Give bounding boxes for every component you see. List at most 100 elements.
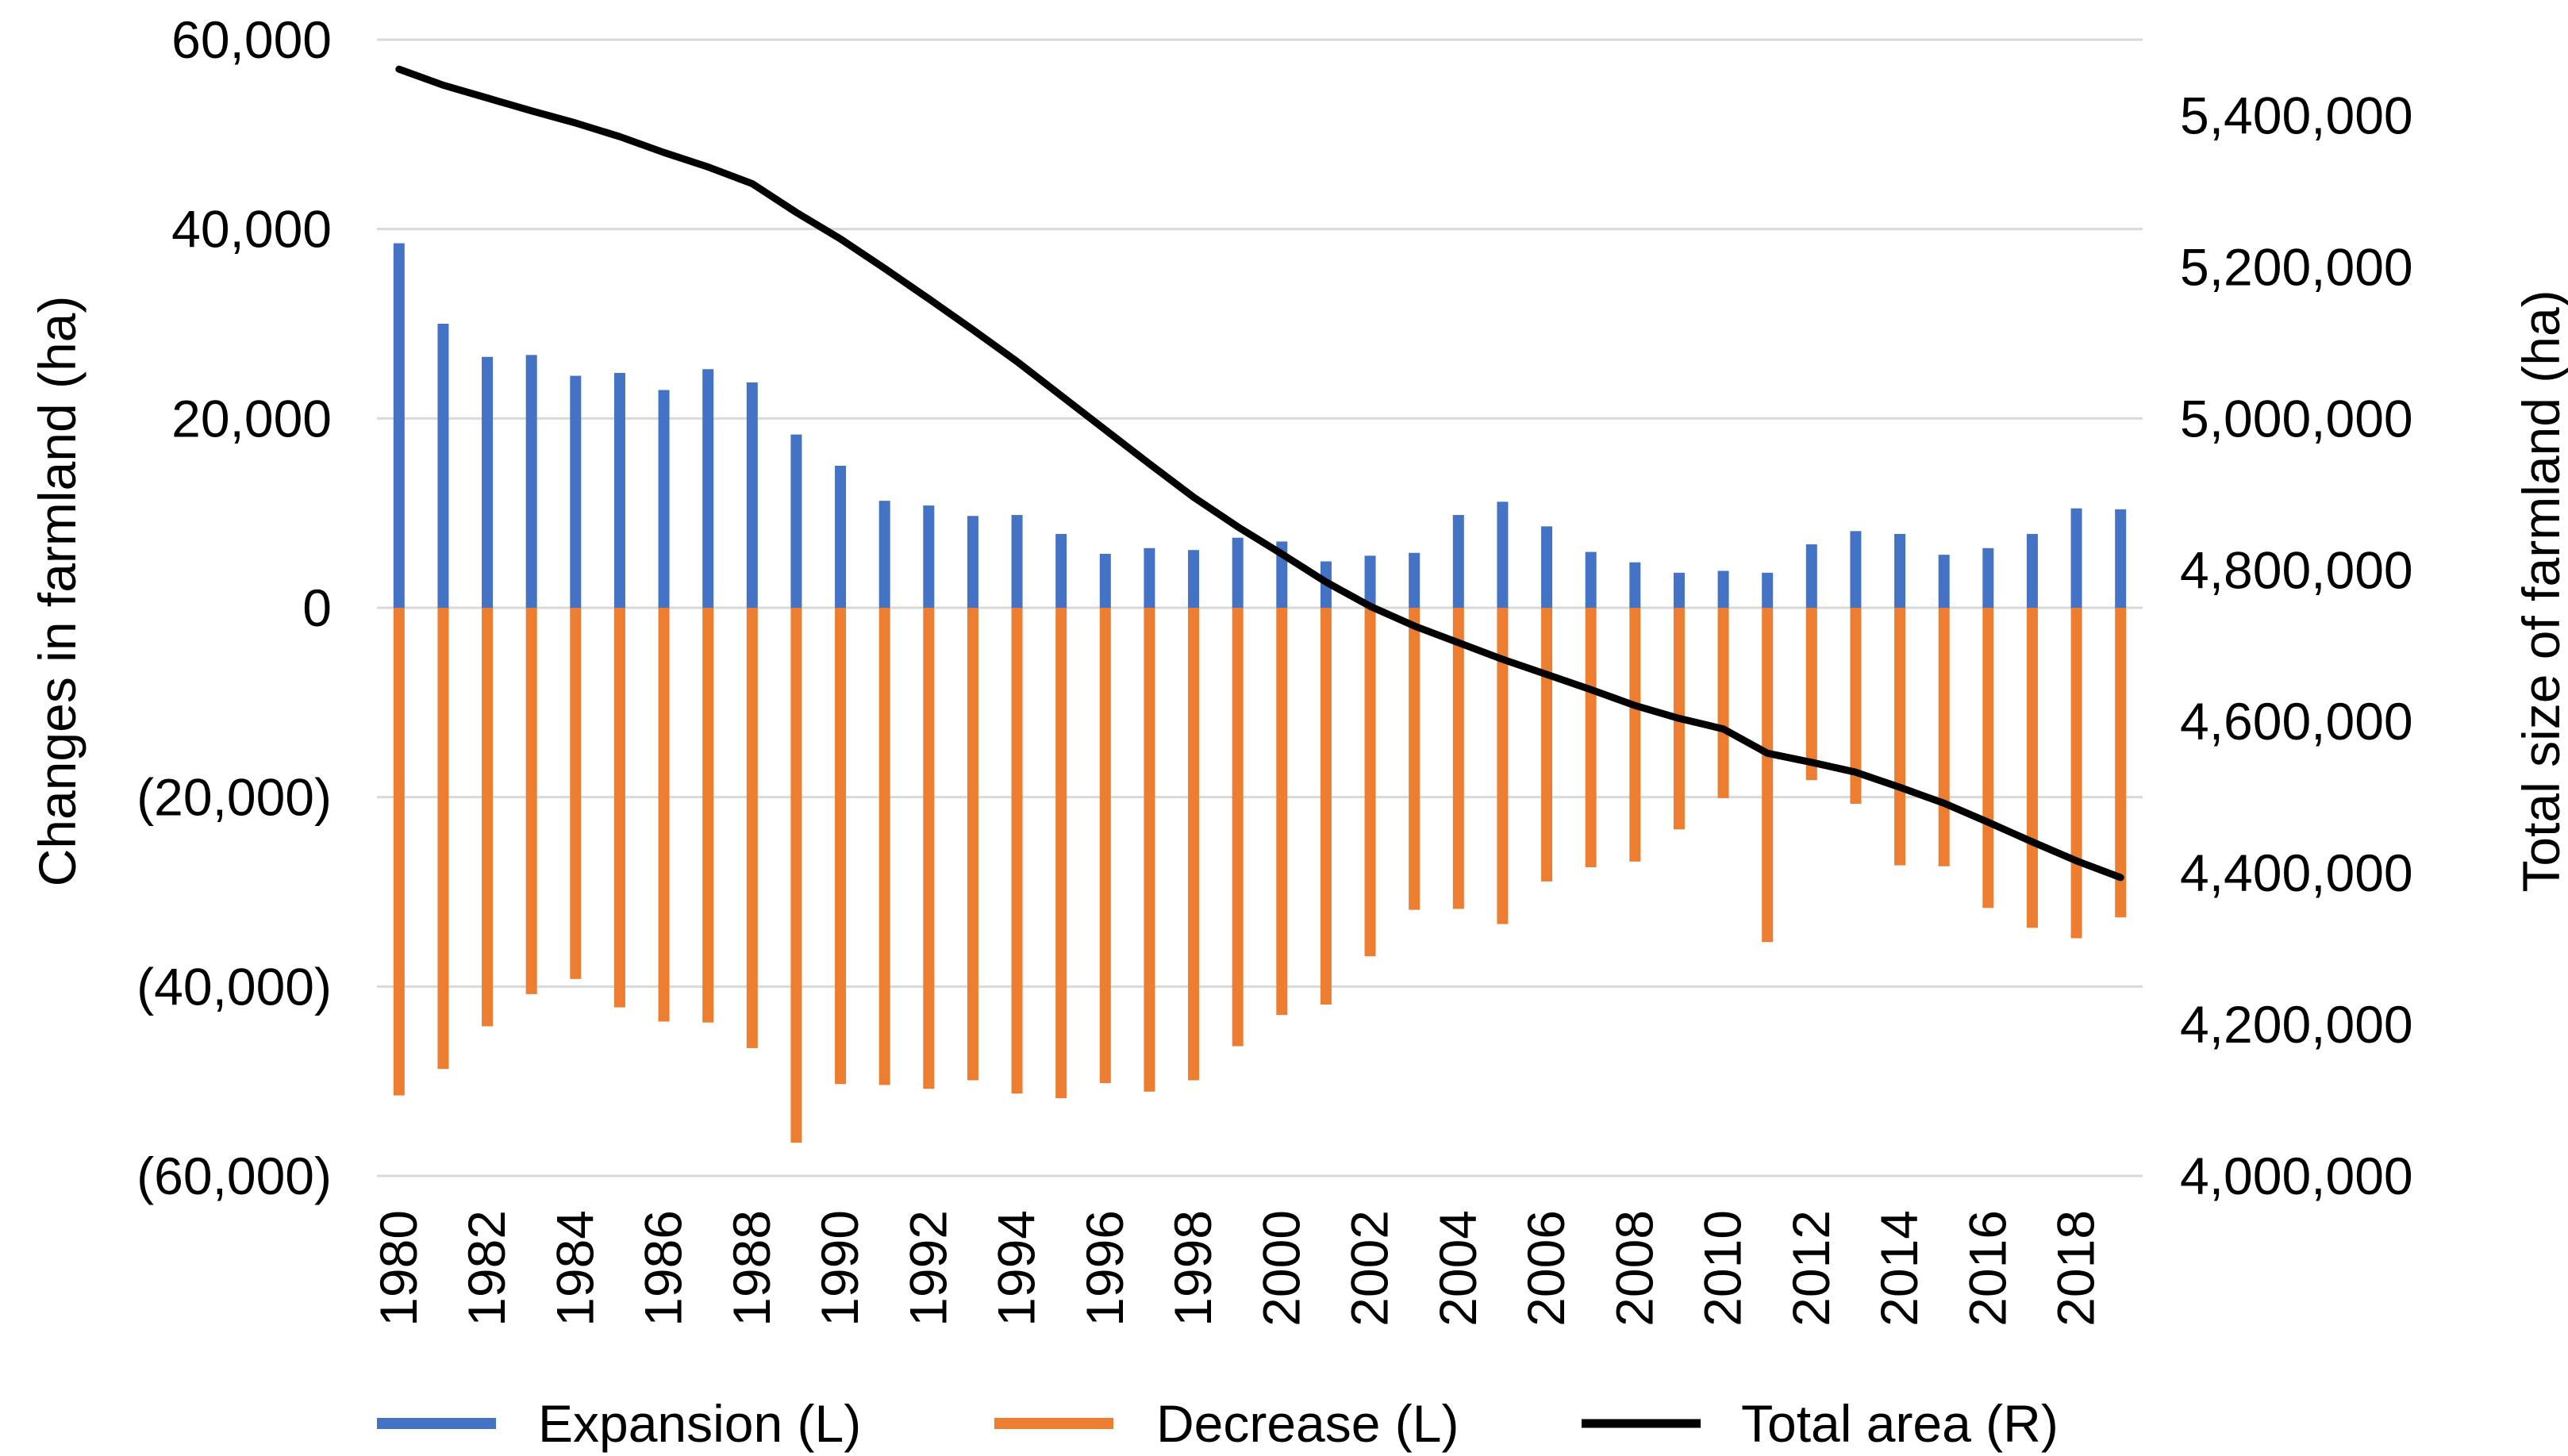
- x-tick-label: 1984: [545, 1210, 604, 1327]
- bar-expansion-2019: [2115, 509, 2127, 608]
- left-tick-label: 40,000: [171, 200, 332, 259]
- bar-expansion-2011: [1762, 572, 1774, 608]
- bar-decrease-1999: [1232, 608, 1244, 1047]
- bar-decrease-1982: [482, 608, 494, 1027]
- right-tick-label: 4,800,000: [2180, 540, 2413, 599]
- bar-expansion-2002: [1364, 555, 1376, 608]
- bar-expansion-1983: [525, 355, 537, 608]
- legend-item-total-area: Total area (R): [1582, 1394, 2059, 1453]
- bar-decrease-2004: [1452, 608, 1464, 909]
- x-tick-label: 1992: [898, 1210, 957, 1327]
- x-tick-label: 1986: [634, 1210, 693, 1327]
- bar-expansion-2006: [1541, 526, 1553, 608]
- right-tick-label: 4,200,000: [2180, 995, 2413, 1054]
- decrease-bars: [393, 608, 2127, 1143]
- bar-expansion-1984: [570, 375, 582, 608]
- total-area-line-group: [395, 65, 2124, 882]
- expansion-bars: [393, 243, 2127, 608]
- bar-expansion-2008: [1629, 562, 1641, 608]
- x-axis-ticks: 1980 1982 1984 1986 1988 1990 1992 1994 1996 1998…: [369, 1210, 2105, 1327]
- right-tick-label: 4,600,000: [2180, 692, 2413, 751]
- x-tick-label: 1990: [810, 1210, 869, 1327]
- bar-decrease-2008: [1629, 608, 1641, 862]
- legend-label-decrease: Decrease (L): [1156, 1394, 1459, 1453]
- right-axis-title: Total size of farmland (ha): [2512, 290, 2568, 892]
- bar-decrease-1986: [658, 608, 670, 1022]
- x-tick-label: 2006: [1517, 1210, 1575, 1327]
- bar-decrease-2001: [1320, 608, 1332, 1005]
- bar-decrease-2002: [1364, 608, 1376, 957]
- bar-expansion-1982: [482, 356, 494, 608]
- x-tick-label: 1996: [1075, 1210, 1134, 1327]
- legend-label-expansion: Expansion (L): [538, 1394, 861, 1453]
- bar-decrease-1991: [878, 608, 890, 1085]
- bar-decrease-1981: [437, 608, 449, 1070]
- right-tick-label: 4,000,000: [2180, 1147, 2413, 1205]
- left-tick-label: (40,000): [136, 957, 332, 1016]
- bar-decrease-1980: [393, 608, 405, 1096]
- bar-expansion-1988: [746, 382, 758, 608]
- right-axis-ticks: 5,400,000 5,200,000 5,000,000 4,800,000 4,60…: [2180, 86, 2413, 1205]
- bar-decrease-1993: [967, 608, 978, 1081]
- bar-decrease-2000: [1276, 608, 1288, 1016]
- bar-expansion-2007: [1585, 551, 1597, 608]
- left-tick-label: 20,000: [171, 389, 332, 448]
- bar-expansion-2009: [1673, 572, 1685, 608]
- bar-decrease-1995: [1055, 608, 1067, 1099]
- bar-decrease-1985: [613, 608, 625, 1008]
- bar-expansion-1997: [1144, 547, 1155, 608]
- bar-decrease-1984: [570, 608, 582, 979]
- x-tick-label: 2018: [2047, 1210, 2105, 1327]
- legend-swatch-expansion: [377, 1418, 496, 1429]
- bar-expansion-1998: [1188, 550, 1200, 608]
- x-tick-label: 2012: [1782, 1210, 1840, 1327]
- bar-expansion-2017: [2026, 533, 2038, 608]
- bar-decrease-1987: [702, 608, 714, 1023]
- x-tick-label: 2010: [1693, 1210, 1752, 1327]
- left-axis-ticks: 60,000 40,000 20,000 0 (20,000) (40,000) (60,0…: [136, 10, 332, 1205]
- bar-expansion-1980: [393, 243, 405, 608]
- left-tick-label: (60,000): [136, 1147, 332, 1205]
- bar-expansion-1995: [1055, 533, 1067, 608]
- bar-decrease-1998: [1188, 608, 1200, 1081]
- bar-decrease-2010: [1717, 608, 1729, 798]
- legend: Expansion (L) Decrease (L) Total area (R…: [377, 1394, 2059, 1453]
- bar-expansion-1981: [437, 324, 449, 608]
- right-tick-label: 5,400,000: [2180, 86, 2413, 144]
- left-axis-title: Changes in farmland (ha): [28, 296, 86, 887]
- left-tick-label: 60,000: [171, 10, 332, 69]
- bar-expansion-2005: [1497, 501, 1509, 608]
- bar-expansion-1999: [1232, 537, 1244, 608]
- bar-expansion-2014: [1894, 533, 1906, 608]
- bar-decrease-1992: [923, 608, 935, 1089]
- bar-expansion-1986: [658, 390, 670, 608]
- left-tick-label: 0: [302, 578, 332, 637]
- bar-decrease-1989: [790, 608, 802, 1143]
- bar-decrease-1988: [746, 608, 758, 1048]
- legend-item-expansion: Expansion (L): [377, 1394, 861, 1453]
- bar-expansion-1994: [1011, 515, 1023, 608]
- bar-decrease-2018: [2070, 608, 2082, 939]
- legend-swatch-decrease: [994, 1418, 1113, 1429]
- bar-expansion-2013: [1850, 531, 1862, 608]
- bar-decrease-2006: [1541, 608, 1553, 882]
- x-tick-label: 1998: [1163, 1210, 1222, 1327]
- bar-decrease-2016: [1982, 608, 1994, 909]
- bar-expansion-1992: [923, 505, 935, 608]
- bar-decrease-2003: [1409, 608, 1420, 910]
- bar-expansion-1990: [835, 466, 847, 608]
- bar-expansion-2016: [1982, 547, 1994, 608]
- x-tick-label: 2004: [1428, 1210, 1487, 1327]
- x-tick-label: 2000: [1251, 1210, 1310, 1327]
- bar-expansion-1989: [790, 434, 802, 608]
- gridlines: [377, 38, 2143, 1177]
- bar-decrease-2017: [2026, 608, 2038, 928]
- total-area-line: [395, 65, 2124, 882]
- bar-decrease-2019: [2115, 608, 2127, 918]
- bar-expansion-2004: [1452, 515, 1464, 608]
- bar-decrease-1994: [1011, 608, 1023, 1094]
- bar-expansion-1996: [1099, 553, 1111, 608]
- bar-decrease-2012: [1805, 608, 1817, 781]
- bar-expansion-2018: [2070, 508, 2082, 608]
- bar-expansion-1985: [613, 373, 625, 608]
